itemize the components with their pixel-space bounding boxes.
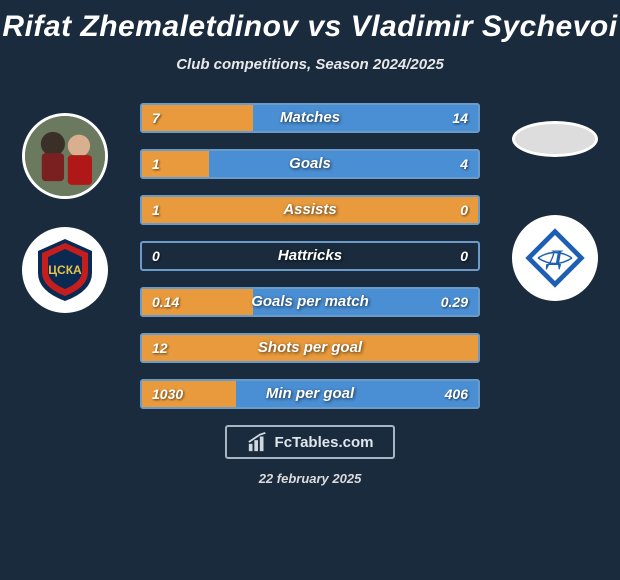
- stat-value-left: 0.14: [152, 289, 179, 315]
- stat-value-left: 7: [152, 105, 160, 131]
- stat-row: 10Assists: [140, 195, 480, 225]
- stat-value-right: 0.29: [441, 289, 468, 315]
- comparison-content: ЦСКА Д 714Matches14Goals10Assists00Hattr…: [0, 103, 620, 409]
- stat-value-left: 1: [152, 197, 160, 223]
- date-label: 22 february 2025: [0, 471, 620, 486]
- right-club-badge: Д: [512, 215, 598, 301]
- bar-right: [236, 381, 478, 407]
- left-club-badge: ЦСКА: [22, 227, 108, 313]
- stat-row: 714Matches: [140, 103, 480, 133]
- stat-row: 12Shots per goal: [140, 333, 480, 363]
- stat-bars: 714Matches14Goals10Assists00Hattricks0.1…: [140, 103, 480, 409]
- left-player-column: ЦСКА: [10, 103, 120, 313]
- left-player-photo: [22, 113, 108, 199]
- bar-right: [209, 151, 478, 177]
- stat-row: 0.140.29Goals per match: [140, 287, 480, 317]
- stat-value-left: 1030: [152, 381, 183, 407]
- footer-brand[interactable]: FcTables.com: [225, 425, 395, 459]
- chart-icon: [247, 431, 269, 453]
- stat-value-right: 406: [445, 381, 468, 407]
- right-player-column: Д: [500, 103, 610, 301]
- subtitle: Club competitions, Season 2024/2025: [0, 56, 620, 73]
- stat-row: 1030406Min per goal: [140, 379, 480, 409]
- svg-text:Д: Д: [545, 245, 563, 270]
- page-title: Rifat Zhemaletdinov vs Vladimir Sychevoi: [0, 0, 620, 44]
- bar-right: [253, 105, 478, 131]
- stat-value-right: 4: [460, 151, 468, 177]
- bar-left: [142, 197, 478, 223]
- stat-value-left: 12: [152, 335, 168, 361]
- footer-brand-label: FcTables.com: [275, 434, 374, 451]
- stat-value-left: 1: [152, 151, 160, 177]
- stat-label: Hattricks: [142, 243, 478, 269]
- bar-left: [142, 335, 478, 361]
- stat-row: 14Goals: [140, 149, 480, 179]
- svg-text:ЦСКА: ЦСКА: [48, 263, 82, 277]
- right-player-photo-placeholder: [512, 121, 598, 157]
- stat-value-right: 0: [460, 197, 468, 223]
- stat-value-right: 0: [460, 243, 468, 269]
- stat-row: 0 0Hattricks: [140, 241, 480, 271]
- stat-value-right: 14: [452, 105, 468, 131]
- stat-value-left: 0: [152, 243, 160, 269]
